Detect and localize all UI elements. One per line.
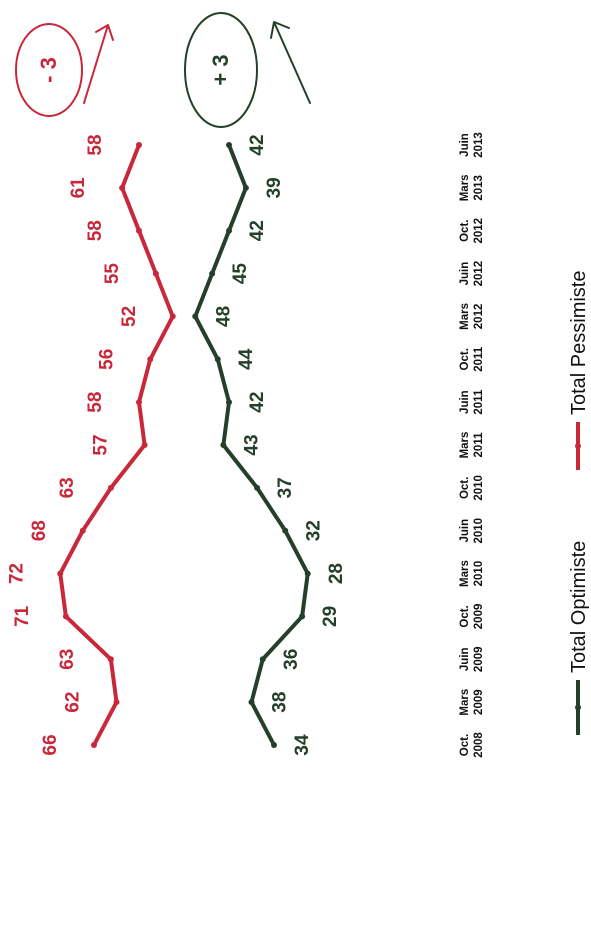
x-tick-label: Mars 2011	[459, 432, 485, 459]
data-label-pessimiste: 58	[85, 134, 106, 155]
data-point-optimiste	[254, 484, 261, 491]
data-label-pessimiste: 66	[40, 734, 61, 755]
data-point-pessimiste	[57, 570, 64, 577]
data-label-optimiste: 28	[326, 563, 347, 584]
x-tick-label: Oct. 2012	[459, 218, 485, 244]
data-point-pessimiste	[147, 356, 154, 363]
data-label-pessimiste: 58	[85, 392, 106, 413]
data-point-pessimiste	[169, 313, 176, 320]
x-tick-label: Juin 2009	[459, 646, 485, 672]
data-label-pessimiste: 58	[85, 220, 106, 241]
data-label-optimiste: 43	[241, 434, 262, 455]
data-label-optimiste: 44	[236, 348, 257, 370]
data-point-optimiste	[259, 656, 266, 663]
data-point-pessimiste	[79, 527, 86, 534]
data-point-optimiste	[304, 570, 311, 577]
data-label-optimiste: 29	[320, 606, 341, 627]
data-point-optimiste	[226, 399, 232, 406]
data-point-pessimiste	[141, 442, 148, 448]
x-tick-label: Mars 2013	[459, 174, 485, 201]
data-label-optimiste: 32	[303, 520, 324, 541]
data-label-optimiste: 48	[213, 306, 234, 327]
x-tick-label: Oct. 2011	[459, 346, 485, 372]
data-label-pessimiste: 71	[12, 605, 33, 627]
data-label-pessimiste: 55	[102, 263, 123, 285]
trend-arrow-optimiste-icon	[270, 21, 311, 104]
x-tick-label: Oct. 2009	[459, 604, 485, 630]
x-tick-label: Juin 2010	[459, 518, 485, 544]
data-label-optimiste: 42	[247, 220, 268, 241]
data-point-optimiste	[209, 270, 216, 277]
data-point-pessimiste	[136, 227, 142, 234]
data-label-pessimiste: 57	[91, 434, 112, 455]
data-label-pessimiste: 62	[63, 692, 84, 713]
data-label-pessimiste: 63	[57, 649, 78, 670]
x-tick-label: Juin 2013	[459, 132, 485, 158]
data-point-pessimiste	[62, 613, 69, 620]
data-label-pessimiste: 63	[57, 477, 78, 498]
x-tick-label: Mars 2010	[459, 560, 485, 587]
x-tick-label: Oct. 2010	[459, 475, 485, 501]
data-point-optimiste	[299, 613, 306, 620]
data-label-optimiste: 42	[247, 134, 268, 155]
legend-label-optimiste: Total Optimiste	[568, 541, 590, 673]
x-tick-label: Mars 2012	[459, 303, 485, 330]
data-point-optimiste	[248, 699, 255, 706]
data-point-pessimiste	[136, 399, 142, 406]
legend-marker-pessimiste	[575, 443, 581, 449]
data-point-optimiste	[220, 442, 227, 448]
data-label-optimiste: 42	[247, 392, 268, 413]
change-badge-optimiste	[184, 12, 258, 128]
data-label-pessimiste: 72	[6, 563, 27, 584]
x-tick-label: Juin 2012	[459, 261, 485, 287]
data-point-pessimiste	[107, 484, 114, 491]
change-badge-pessimiste	[15, 23, 83, 117]
data-point-pessimiste	[91, 742, 97, 748]
change-label-optimiste: + 3	[208, 54, 233, 85]
data-point-optimiste	[226, 142, 232, 148]
x-tick-label: Oct. 2008	[459, 732, 485, 758]
data-label-pessimiste: 56	[96, 349, 117, 370]
data-point-pessimiste	[152, 270, 159, 277]
legend-marker-optimiste	[575, 704, 581, 711]
data-point-optimiste	[214, 356, 221, 363]
data-point-pessimiste	[136, 142, 142, 148]
data-label-optimiste: 36	[281, 649, 302, 670]
data-point-pessimiste	[113, 699, 120, 706]
trend-arrow-pessimiste-icon	[83, 24, 114, 104]
data-label-optimiste: 45	[230, 263, 251, 285]
data-label-pessimiste: 68	[29, 520, 50, 541]
legend-label-pessimiste: Total Pessimiste	[568, 271, 590, 416]
x-tick-label: Juin 2011	[459, 389, 485, 415]
data-point-optimiste	[192, 313, 199, 320]
data-point-pessimiste	[107, 656, 114, 663]
data-point-optimiste	[271, 742, 277, 748]
data-label-pessimiste: 61	[68, 177, 89, 199]
change-label-pessimiste: - 3	[36, 57, 61, 83]
data-label-pessimiste: 52	[119, 306, 140, 327]
data-point-optimiste	[242, 184, 249, 191]
data-label-optimiste: 37	[275, 477, 296, 498]
data-label-optimiste: 39	[264, 177, 285, 198]
x-tick-label: Mars 2009	[459, 689, 485, 716]
data-label-optimiste: 38	[270, 692, 291, 713]
data-point-pessimiste	[119, 184, 126, 191]
data-label-optimiste: 34	[292, 734, 313, 756]
data-point-optimiste	[226, 227, 232, 234]
data-point-optimiste	[282, 527, 289, 534]
